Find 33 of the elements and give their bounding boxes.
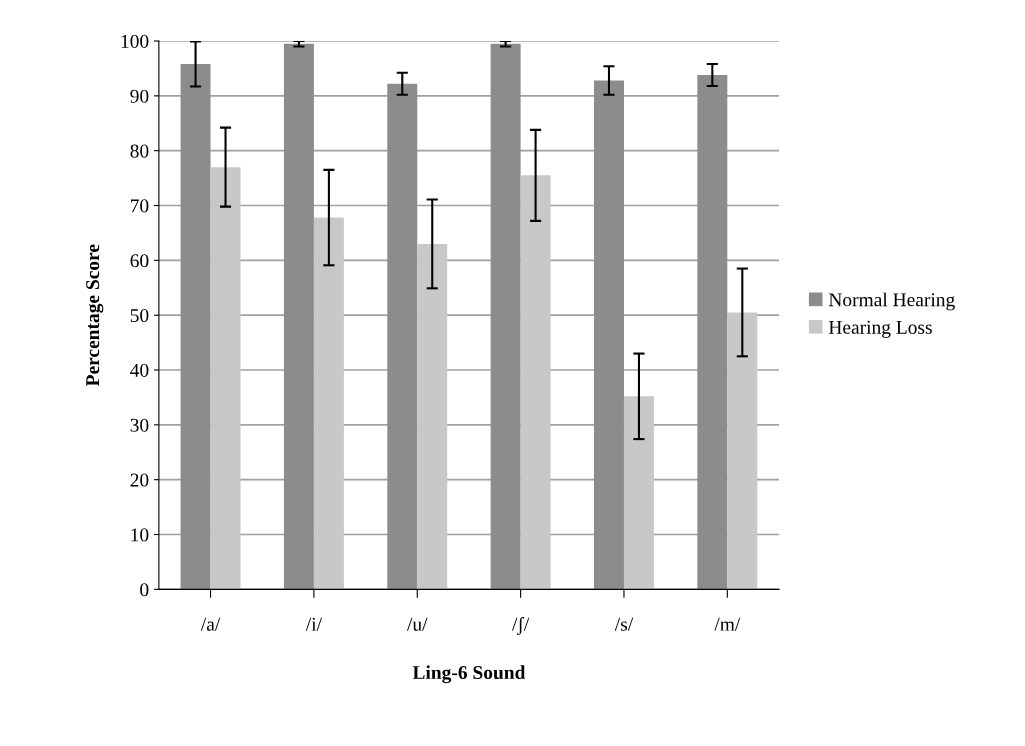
x-tick-label: /a/ [200, 617, 221, 631]
bar [490, 43, 521, 590]
bar [623, 396, 654, 590]
bar [387, 83, 418, 590]
y-tick-label: 0 [140, 583, 149, 597]
x-tick-label: /m/ [714, 617, 741, 631]
bar [417, 243, 448, 590]
bar [697, 75, 728, 590]
y-tick-label: 20 [130, 473, 149, 487]
legend-label: Hearing Loss [828, 320, 932, 338]
legend-label: Normal Hearing [828, 292, 955, 311]
y-tick-label: 60 [130, 254, 149, 268]
y-tick-label: 10 [131, 528, 149, 542]
y-tick-label: 100 [121, 34, 149, 48]
y-axis-title: Percentage Score [86, 244, 104, 387]
x-tick-label: /u/ [407, 617, 428, 631]
x-tick-label: /i/ [305, 617, 323, 631]
bar [727, 312, 758, 590]
x-tick-label: /s/ [614, 617, 634, 631]
y-tick-label: 90 [130, 89, 149, 103]
y-tick-label: 80 [130, 144, 149, 158]
bar [594, 80, 624, 590]
bar [283, 43, 314, 590]
x-axis-title: Ling-6 Sound [412, 665, 526, 684]
x-tick-label: /ʃ/ [511, 617, 530, 635]
bar [210, 167, 241, 590]
bar [180, 64, 211, 590]
bar [520, 175, 551, 590]
y-tick-label: 50 [130, 309, 149, 323]
bar [313, 217, 344, 590]
y-tick-label: 70 [130, 199, 149, 213]
y-tick-label: 40 [130, 363, 149, 377]
y-tick-label: 30 [130, 418, 149, 432]
